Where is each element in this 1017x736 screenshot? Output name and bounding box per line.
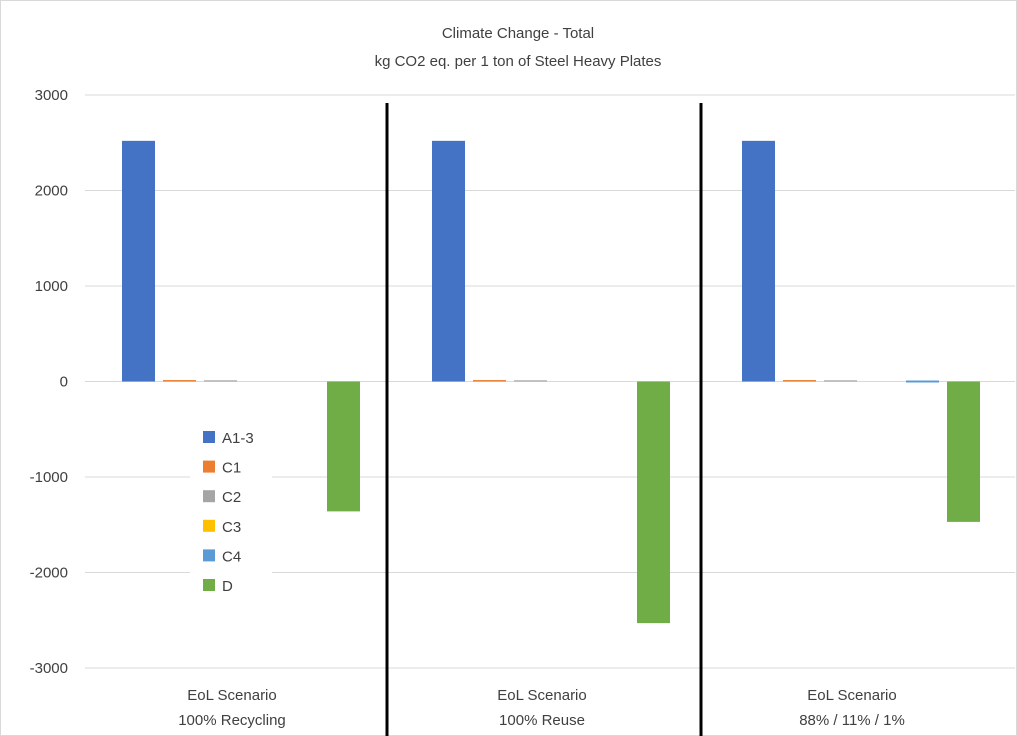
legend-label: C1 xyxy=(222,460,241,477)
category-labels: EoL Scenario 100% Recycling EoL Scenario 10… xyxy=(178,687,905,729)
category-label: 100% Reuse xyxy=(499,712,585,729)
bar-c1-3 xyxy=(783,380,816,382)
chart-title: Climate Change - Total xyxy=(442,25,594,42)
legend-swatch-a1-3 xyxy=(203,431,215,443)
legend-swatch-c1 xyxy=(203,460,215,473)
scenario-dividers xyxy=(385,103,703,736)
y-tick-label: -1000 xyxy=(30,469,68,486)
bar-a1-3-3 xyxy=(742,140,775,382)
legend-background xyxy=(190,418,272,598)
y-tick-label: 1000 xyxy=(35,278,68,295)
category-label: 100% Recycling xyxy=(178,712,286,729)
category-label: EoL Scenario xyxy=(187,687,277,704)
y-tick-label: 0 xyxy=(60,374,68,391)
bar-d-3 xyxy=(947,381,980,522)
bar-c2-2 xyxy=(514,380,547,382)
category-label: EoL Scenario xyxy=(497,687,587,704)
legend-label: A1-3 xyxy=(222,430,254,447)
y-tick-label: 3000 xyxy=(35,87,68,104)
legend-swatch-c2 xyxy=(203,490,215,503)
bar-d-1 xyxy=(327,381,360,512)
bar-c2-3 xyxy=(824,380,857,382)
legend-swatch-d xyxy=(203,579,215,591)
bar-c2-1 xyxy=(204,380,237,382)
legend-swatch-c4 xyxy=(203,549,215,562)
bar-c1-1 xyxy=(163,380,196,382)
bar-c4-3 xyxy=(906,380,939,383)
legend-label: C3 xyxy=(222,519,241,536)
bars xyxy=(122,140,980,624)
y-tick-label: -3000 xyxy=(30,660,68,677)
legend-label: C4 xyxy=(222,548,241,565)
bar-d-2 xyxy=(637,381,670,624)
category-label: EoL Scenario xyxy=(807,687,897,704)
legend-label: C2 xyxy=(222,489,241,506)
chart-subtitle: kg CO2 eq. per 1 ton of Steel Heavy Plat… xyxy=(375,53,662,70)
bar-a1-3-1 xyxy=(122,140,155,382)
y-axis-tick-labels: 3000 2000 1000 0 -1000 -2000 -3000 xyxy=(30,87,68,677)
legend: A1-3 C1 C2 C3 C4 D xyxy=(190,418,272,598)
bar-a1-3-2 xyxy=(432,140,465,382)
bar-c1-2 xyxy=(473,380,506,382)
y-tick-label: -2000 xyxy=(30,565,68,582)
legend-label: D xyxy=(222,578,233,595)
legend-swatch-c3 xyxy=(203,519,215,532)
category-label: 88% / 11% / 1% xyxy=(799,712,905,729)
y-tick-label: 2000 xyxy=(35,183,68,200)
